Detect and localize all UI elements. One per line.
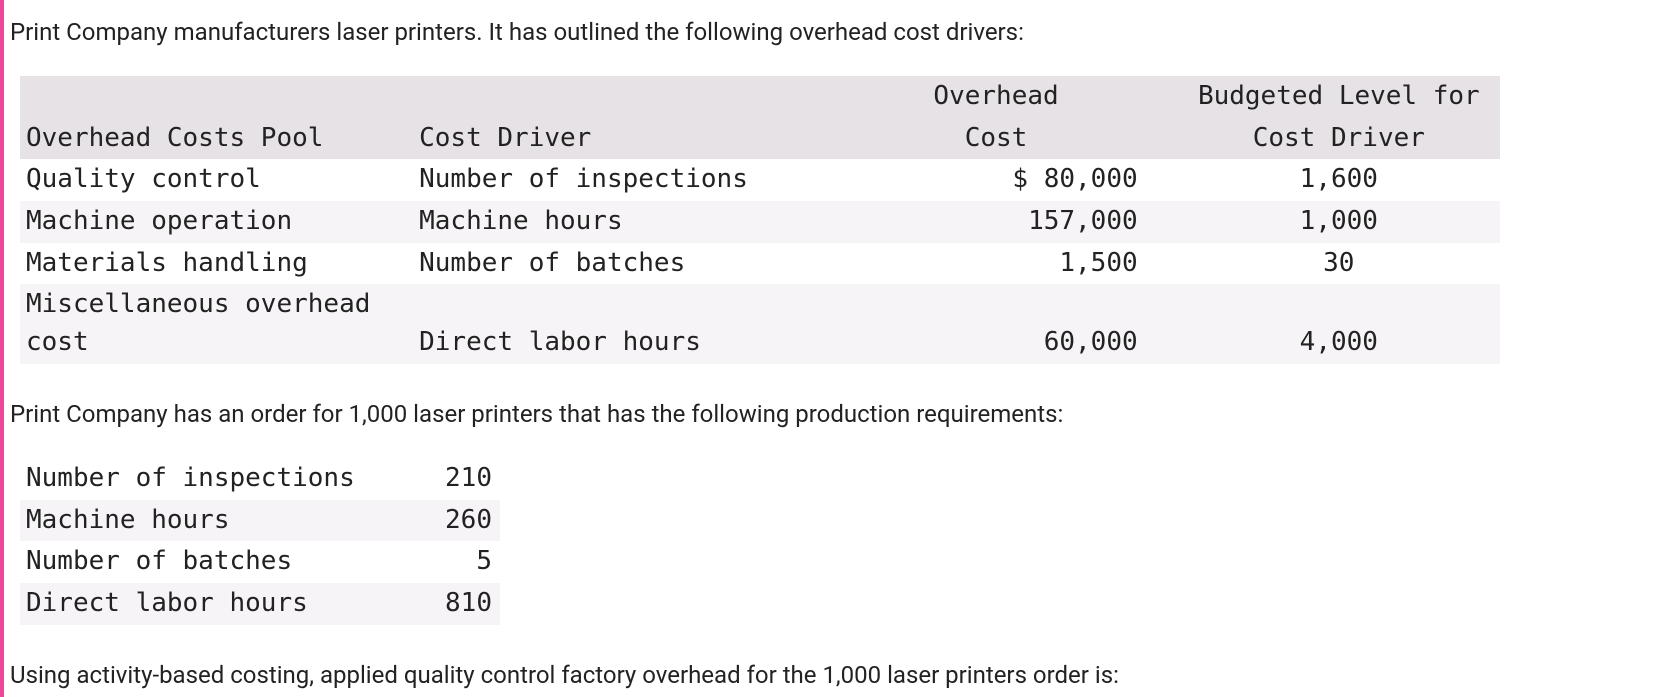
cell-cost: 1,500 (848, 243, 1177, 285)
req-label: Machine hours (20, 500, 412, 542)
cell-pool: Materials handling (20, 243, 413, 285)
req-label: Number of batches (20, 541, 412, 583)
table-row: Miscellaneous overhead cost Direct labor… (20, 284, 1500, 363)
th-level-l2: Cost Driver (1178, 118, 1500, 160)
production-requirements-table: Number of inspections 210 Machine hours … (20, 458, 500, 625)
req-value: 810 (412, 583, 500, 625)
cell-level: 1,000 (1178, 201, 1500, 243)
cell-pool: Quality control (20, 159, 413, 201)
cell-driver: Direct labor hours (413, 284, 848, 363)
intro-text: Print Company manufacturers laser printe… (4, 0, 1680, 54)
cell-level: 1,600 (1178, 159, 1500, 201)
th-cost-l2: Cost (848, 118, 1177, 160)
th-pool: Overhead Costs Pool (20, 76, 413, 159)
req-value: 5 (412, 541, 500, 583)
overhead-tbody: Quality control Number of inspections $ … (20, 159, 1500, 363)
cell-cost: 157,000 (848, 201, 1177, 243)
table-row: Quality control Number of inspections $ … (20, 159, 1500, 201)
cell-pool: Machine operation (20, 201, 413, 243)
table-row: Machine operation Machine hours 157,000 … (20, 201, 1500, 243)
req-value: 210 (412, 458, 500, 500)
overhead-cost-drivers-table: Overhead Costs Pool Cost Driver Overhead… (20, 76, 1500, 364)
table-row: Machine hours 260 (20, 500, 500, 542)
cell-driver: Machine hours (413, 201, 848, 243)
cell-cost: $ 80,000 (848, 159, 1177, 201)
th-level-l1: Budgeted Level for (1178, 76, 1500, 118)
req-label: Number of inspections (20, 458, 412, 500)
mid-text: Print Company has an order for 1,000 las… (4, 382, 1680, 436)
cell-pool: Miscellaneous overhead cost (20, 284, 413, 363)
question-text: Using activity-based costing, applied qu… (4, 643, 1680, 697)
cell-driver: Number of batches (413, 243, 848, 285)
th-cost-l1: Overhead (848, 76, 1177, 118)
cell-level: 4,000 (1178, 284, 1500, 363)
cell-driver: Number of inspections (413, 159, 848, 201)
table-row: Materials handling Number of batches 1,5… (20, 243, 1500, 285)
req-value: 260 (412, 500, 500, 542)
table-row: Number of batches 5 (20, 541, 500, 583)
table-row: Number of inspections 210 (20, 458, 500, 500)
cell-cost: 60,000 (848, 284, 1177, 363)
req-label: Direct labor hours (20, 583, 412, 625)
th-driver: Cost Driver (413, 76, 848, 159)
table-row: Direct labor hours 810 (20, 583, 500, 625)
cell-level: 30 (1178, 243, 1500, 285)
